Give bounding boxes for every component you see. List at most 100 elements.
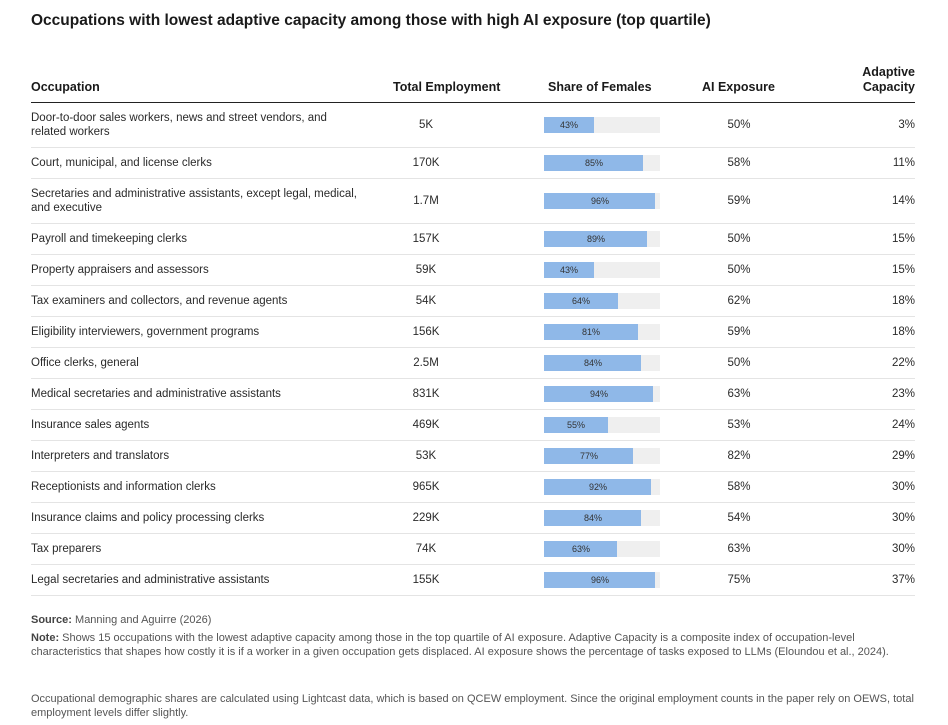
employment-cell: 469K (412, 419, 440, 431)
female-share-bar (544, 572, 655, 588)
female-share-cell: 81% (544, 317, 660, 347)
female-share-label: 85% (585, 158, 604, 168)
female-share-label: 96% (591, 575, 610, 585)
ai-exposure-cell: 54% (727, 512, 751, 524)
source-note: Source: Manning and Aguirre (2026) (31, 613, 915, 627)
occupation-cell: Interpreters and translators (31, 450, 170, 462)
table-row: Insurance claims and policy processing c… (31, 503, 915, 534)
ai-exposure-cell: 59% (727, 326, 751, 338)
ai-exposure-cell: 75% (727, 574, 751, 586)
source-text: Manning and Aguirre (2026) (71, 614, 212, 626)
demographic-note: Occupational demographic shares are calc… (31, 693, 914, 719)
adaptive-capacity-cell: 15% (891, 233, 915, 245)
note-text: Shows 15 occupations with the lowest ada… (31, 632, 889, 658)
female-share-bar-track: 84% (544, 510, 660, 526)
table-note: Note: Shows 15 occupations with the lowe… (31, 631, 915, 659)
table-row: Eligibility interviewers, government pro… (31, 317, 915, 348)
occupation-cell: Receptionists and information clerks (31, 481, 216, 493)
table-row: Legal secretaries and administrative ass… (31, 565, 915, 596)
female-share-bar (544, 355, 641, 371)
header-adaptive-capacity-line1: Adaptive (862, 65, 915, 79)
header-adaptive-capacity: Adaptive Capacity (862, 65, 915, 95)
ai-exposure-cell: 63% (727, 388, 751, 400)
female-share-label: 96% (591, 196, 610, 206)
employment-cell: 2.5M (413, 357, 439, 369)
occupation-cell: Door-to-door sales workers, news and str… (31, 112, 327, 138)
ai-exposure-cell: 50% (727, 233, 751, 245)
ai-exposure-cell: 50% (727, 119, 751, 131)
ai-exposure-cell: 62% (727, 295, 751, 307)
female-share-bar-track: 63% (544, 541, 660, 557)
employment-cell: 157K (412, 233, 440, 245)
female-share-label: 84% (584, 513, 603, 523)
female-share-label: 63% (572, 544, 591, 554)
table-row: Tax examiners and collectors, and revenu… (31, 286, 915, 317)
female-share-label: 43% (560, 120, 579, 130)
female-share-cell: 84% (544, 348, 660, 378)
adaptive-capacity-cell: 18% (891, 326, 915, 338)
adaptive-capacity-cell: 37% (891, 574, 915, 586)
employment-cell: 156K (412, 326, 440, 338)
ai-exposure-cell: 58% (727, 157, 751, 169)
female-share-bar-track: 89% (544, 231, 660, 247)
ai-exposure-cell: 50% (727, 264, 751, 276)
adaptive-capacity-cell: 11% (892, 157, 915, 169)
female-share-cell: 43% (544, 255, 660, 285)
table-row: Door-to-door sales workers, news and str… (31, 103, 915, 148)
female-share-bar-track: 96% (544, 193, 660, 209)
employment-cell: 965K (412, 481, 440, 493)
female-share-label: 92% (589, 482, 608, 492)
ai-exposure-cell: 50% (727, 357, 751, 369)
female-share-label: 89% (587, 234, 606, 244)
table-row: Payroll and timekeeping clerks 157K 89% 50%… (31, 224, 915, 255)
occupation-cell: Tax preparers (31, 543, 102, 555)
female-share-bar (544, 293, 618, 309)
female-share-bar (544, 262, 594, 278)
table-row: Property appraisers and assessors 59K 43% 5… (31, 255, 915, 286)
employment-cell: 5K (418, 119, 434, 131)
female-share-cell: 64% (544, 286, 660, 316)
occupation-cell: Insurance claims and policy processing c… (31, 512, 265, 524)
female-share-bar (544, 417, 608, 433)
adaptive-capacity-cell: 29% (891, 450, 915, 462)
female-share-bar (544, 448, 633, 464)
table-row: Insurance sales agents 469K 55% 53% 24% (31, 410, 915, 441)
adaptive-capacity-cell: 30% (891, 543, 915, 555)
adaptive-capacity-cell: 18% (891, 295, 915, 307)
occupation-cell: Eligibility interviewers, government pro… (31, 326, 260, 338)
female-share-cell: 92% (544, 472, 660, 502)
header-occupation: Occupation (31, 80, 100, 94)
ai-exposure-cell: 58% (727, 481, 751, 493)
adaptive-capacity-cell: 24% (891, 419, 915, 431)
female-share-bar (544, 193, 655, 209)
table-row: Interpreters and translators 53K 77% 82% 29% (31, 441, 915, 472)
female-share-label: 64% (572, 296, 591, 306)
female-share-bar-track: 94% (544, 386, 660, 402)
female-share-label: 94% (590, 389, 609, 399)
adaptive-capacity-cell: 30% (891, 512, 915, 524)
employment-cell: 74K (415, 543, 437, 555)
employment-cell: 54K (415, 295, 437, 307)
adaptive-capacity-cell: 3% (898, 119, 915, 131)
ai-exposure-cell: 63% (727, 543, 751, 555)
female-share-bar-track: 92% (544, 479, 660, 495)
female-share-cell: 63% (544, 534, 660, 564)
female-share-bar-track: 43% (544, 262, 660, 278)
employment-cell: 1.7M (413, 195, 439, 207)
header-ai-exposure: AI Exposure (702, 80, 775, 94)
female-share-bar (544, 541, 617, 557)
female-share-cell: 43% (544, 103, 660, 147)
female-share-cell: 96% (544, 179, 660, 223)
employment-cell: 831K (412, 388, 440, 400)
employment-cell: 53K (415, 450, 437, 462)
header-share-of-females: Share of Females (548, 80, 652, 94)
employment-cell: 229K (412, 512, 440, 524)
ai-exposure-cell: 53% (727, 419, 751, 431)
female-share-label: 43% (560, 265, 579, 275)
table-row: Tax preparers 74K 63% 63% 30% (31, 534, 915, 565)
ai-exposure-cell: 59% (727, 195, 751, 207)
female-share-bar-track: 43% (544, 117, 660, 133)
employment-cell: 59K (415, 264, 437, 276)
female-share-bar (544, 155, 643, 171)
female-share-label: 55% (567, 420, 586, 430)
